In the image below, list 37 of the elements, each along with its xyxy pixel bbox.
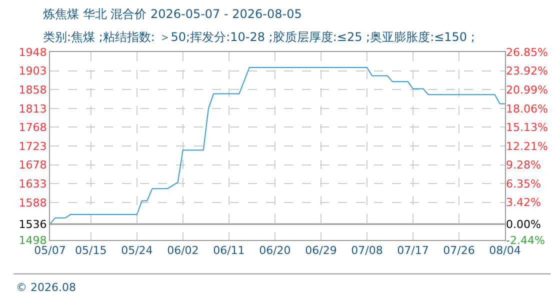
x-tick-label: 05/15 [75, 244, 107, 258]
y2-tick-label: 3.42% [506, 196, 541, 210]
chart-title: 炼焦煤 华北 混合价 2026-05-07 - 2026-08-05 [43, 7, 302, 21]
y2-tick-label: 9.28% [506, 158, 541, 172]
x-tick-label: 07/26 [443, 244, 475, 258]
y2-tick-label: 0.00% [506, 218, 541, 232]
x-tick-label: 06/20 [259, 244, 291, 258]
y2-tick-label: 18.06% [506, 102, 548, 116]
text: © 2026.08 [16, 281, 76, 294]
y-tick-label: 1633 [18, 177, 47, 190]
x-tick-label: 05/07 [34, 244, 66, 258]
y-tick-label: 1948 [18, 46, 47, 59]
y-tick-label: 1723 [18, 140, 47, 153]
x-tick-label: 06/02 [167, 244, 199, 258]
x-tick-label: 06/11 [213, 244, 245, 258]
y-tick-label: 1588 [18, 196, 47, 210]
x-tick-label: 08/04 [489, 244, 521, 258]
y2-tick-label: 26.85% [506, 46, 548, 59]
x-tick-label: 05/24 [121, 244, 153, 258]
y2-tick-label: 12.21% [506, 140, 548, 153]
y-tick-label: 1536 [18, 218, 47, 231]
x-tick-label: 06/29 [305, 244, 337, 258]
line-series [50, 66, 505, 225]
x-tick-label: 07/08 [351, 244, 383, 258]
y2-tick-label: 20.99% [506, 83, 548, 96]
y-tick-label: 1498 [18, 234, 47, 247]
y-tick-label: 1678 [18, 158, 47, 172]
y-tick-label: 1768 [18, 121, 47, 134]
y2-tick-label: 23.92% [506, 64, 548, 78]
x-tick-label: 07/17 [397, 244, 429, 258]
y-tick-label: 1903 [18, 64, 47, 78]
y2-tick-label: -2.44% [506, 234, 545, 247]
y-tick-label: 1858 [18, 83, 47, 96]
chart-subtitle: 类别:焦煤 ;粘结指数: ＞50;挥发分:10-28 ;胶质层厚度:≤25 ;奥亚膨胀度:≤150 ; [43, 30, 475, 44]
y2-tick-label: 6.35% [506, 177, 541, 190]
y-tick-label: 1813 [18, 102, 47, 116]
y2-tick-label: 15.13% [506, 121, 548, 134]
